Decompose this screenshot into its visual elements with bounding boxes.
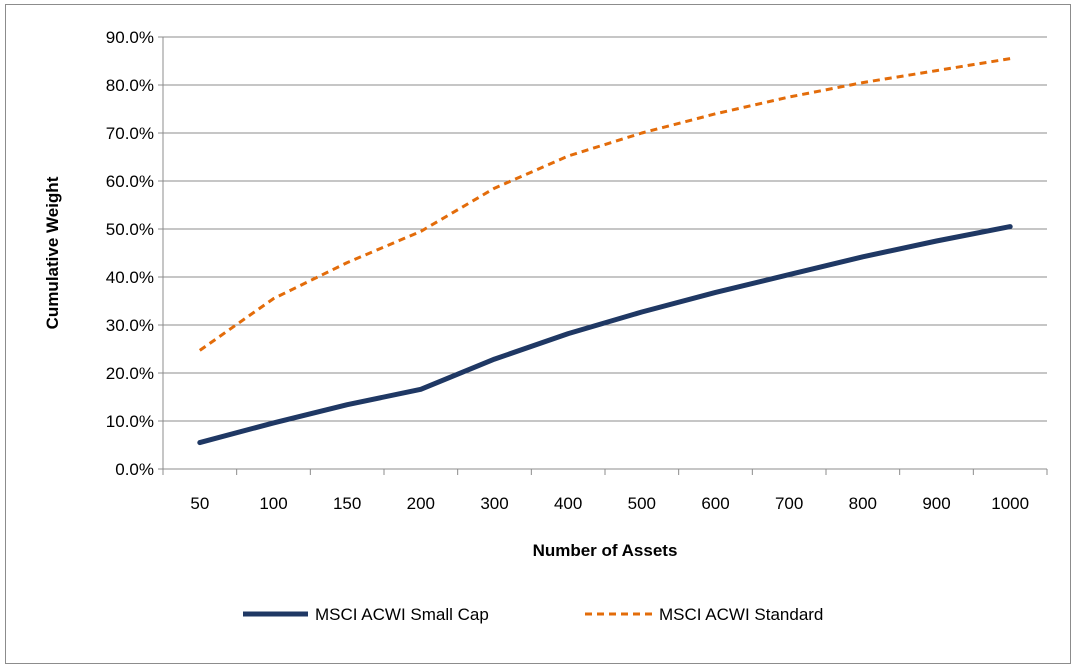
x-tick-label: 800 (849, 494, 877, 513)
x-axis-title: Number of Assets (533, 541, 678, 560)
x-tick-label: 150 (333, 494, 361, 513)
y-tick-label: 10.0% (106, 412, 154, 431)
x-tick-label: 300 (480, 494, 508, 513)
y-tick-label: 40.0% (106, 268, 154, 287)
x-tick-label: 500 (628, 494, 656, 513)
y-tick-label: 90.0% (106, 28, 154, 47)
y-tick-label: 50.0% (106, 220, 154, 239)
legend: MSCI ACWI Small Cap MSCI ACWI Standard (243, 605, 823, 624)
x-tick-label: 50 (190, 494, 209, 513)
x-tick-label: 1000 (991, 494, 1029, 513)
y-axis-title: Cumulative Weight (43, 176, 62, 329)
series-lines (197, 57, 1013, 446)
x-tick-label: 700 (775, 494, 803, 513)
y-tick-label: 80.0% (106, 76, 154, 95)
x-tick-label: 600 (701, 494, 729, 513)
x-tick-label: 400 (554, 494, 582, 513)
series-line (197, 224, 1013, 446)
x-tick-label: 100 (259, 494, 287, 513)
y-tick-label: 70.0% (106, 124, 154, 143)
axes (162, 37, 1048, 475)
legend-label: MSCI ACWI Standard (659, 605, 823, 624)
y-tick-label: 20.0% (106, 364, 154, 383)
gridlines (158, 36, 1047, 470)
y-tick-label: 0.0% (115, 460, 154, 479)
series-line (198, 57, 1011, 352)
line-chart: 0.0% 10.0% 20.0% 30.0% 40.0% 50.0% 60.0% 70.0% 8… (43, 28, 1048, 624)
y-tick-labels: 0.0% 10.0% 20.0% 30.0% 40.0% 50.0% 60.0% 70.0% 8… (106, 28, 154, 479)
y-tick-label: 30.0% (106, 316, 154, 335)
x-tick-label: 900 (922, 494, 950, 513)
y-tick-label: 60.0% (106, 172, 154, 191)
x-tick-label: 200 (407, 494, 435, 513)
x-tick-labels: 50 100 150 200 300 400 500 600 700 800 900 1000 (190, 494, 1029, 513)
legend-label: MSCI ACWI Small Cap (315, 605, 489, 624)
